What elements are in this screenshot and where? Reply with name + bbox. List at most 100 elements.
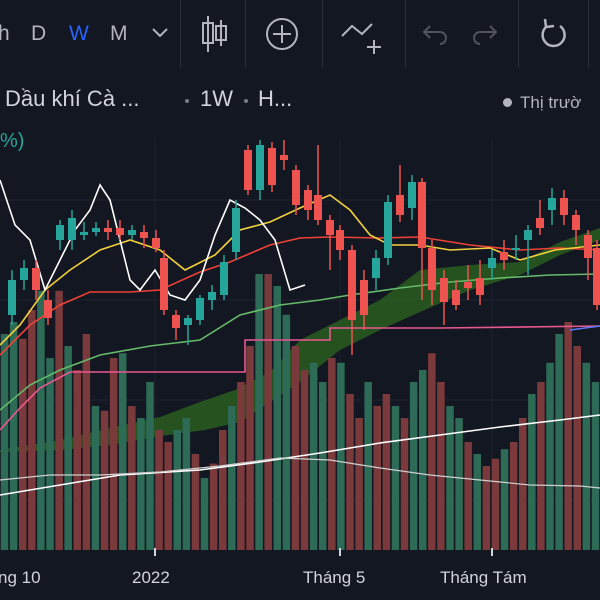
- toolbar-divider: [588, 0, 589, 68]
- candle-body: [488, 258, 496, 268]
- candle-body: [418, 182, 426, 248]
- candle-body: [232, 208, 240, 252]
- candle-body: [336, 230, 344, 250]
- add-indicator-icon[interactable]: [264, 14, 300, 54]
- axis-label-2022: 2022: [132, 568, 170, 587]
- volume-bar: [318, 382, 327, 550]
- volume-bar: [264, 274, 272, 550]
- toolbar-divider: [405, 0, 406, 68]
- volume-bar: [528, 394, 536, 550]
- volume-bar: [509, 442, 518, 550]
- axis-label-oct: ng 10: [0, 568, 41, 587]
- market-status-icon: [503, 98, 512, 107]
- volume-bar: [100, 410, 109, 550]
- volume-bar: [273, 286, 282, 550]
- symbol-interval[interactable]: 1W: [200, 86, 233, 111]
- candle-body: [256, 145, 264, 190]
- line-yellow: [0, 194, 600, 346]
- candle-body: [314, 195, 322, 220]
- candle-body: [160, 258, 168, 310]
- volume-bar: [155, 430, 163, 550]
- line-gray: [0, 457, 600, 489]
- volume-bar: [437, 382, 445, 550]
- candle-body: [184, 318, 192, 325]
- candle-body: [280, 155, 288, 160]
- volume-bar: [491, 458, 500, 550]
- candle-body: [593, 248, 600, 305]
- time-axis[interactable]: [0, 560, 600, 600]
- volume-bar: [591, 382, 600, 550]
- volume-bar: [428, 353, 436, 550]
- symbol-name[interactable]: Dầu khí Cà ...: [5, 86, 140, 111]
- interval-week[interactable]: W: [69, 22, 89, 45]
- volume-bar: [355, 418, 363, 550]
- toolbar-divider: [322, 0, 323, 68]
- candle-body: [372, 258, 380, 278]
- market-status[interactable]: Thị trườ: [520, 93, 582, 112]
- candle-body: [140, 232, 148, 238]
- volume-bar: [455, 418, 463, 550]
- volume-bar: [555, 334, 563, 550]
- volume-bar: [46, 358, 54, 550]
- candle-body: [196, 298, 204, 320]
- line-pink: [0, 325, 600, 431]
- volume-bar: [73, 370, 82, 550]
- volume-bar: [473, 454, 482, 550]
- candle-body: [68, 218, 76, 240]
- volume-bar: [337, 362, 345, 550]
- interval-hour[interactable]: h: [0, 22, 10, 45]
- volume-bar: [282, 314, 291, 550]
- volume-bar: [418, 370, 427, 550]
- volume-bar: [582, 362, 591, 550]
- candle-body: [348, 250, 356, 320]
- volume-bar: [564, 322, 572, 550]
- volume-bar: [537, 382, 545, 550]
- volume-bar: [0, 334, 9, 550]
- candles-icon[interactable]: [198, 14, 230, 54]
- chevron-down-icon[interactable]: [150, 26, 170, 40]
- redo-icon[interactable]: [470, 14, 500, 54]
- candle-body: [244, 150, 252, 190]
- volume-bar: [400, 418, 409, 550]
- candle-body: [8, 280, 16, 315]
- volume-bar: [246, 346, 254, 550]
- volume-bar: [218, 430, 227, 550]
- candle-body: [440, 278, 448, 302]
- compare-symbol-icon[interactable]: [340, 14, 386, 56]
- symbol-exchange[interactable]: H...: [258, 86, 293, 111]
- candle-body: [512, 248, 520, 250]
- volume-bar: [18, 338, 27, 550]
- candle-body: [396, 195, 404, 215]
- volume-bar: [82, 334, 91, 550]
- candle-body: [44, 300, 52, 318]
- volume-bar: [37, 290, 45, 550]
- candle-body: [572, 215, 580, 230]
- price-chart[interactable]: [0, 140, 600, 560]
- undo-icon[interactable]: [420, 14, 450, 54]
- volume-bar: [409, 382, 418, 550]
- interval-day[interactable]: D: [31, 22, 47, 45]
- volume-bar: [482, 466, 491, 550]
- candle-body: [500, 252, 508, 260]
- volume-bar: [55, 290, 63, 550]
- volume-bar: [309, 362, 318, 550]
- line-white-ma: [0, 414, 600, 496]
- volume-bar: [137, 418, 145, 550]
- volume-bar: [546, 362, 554, 550]
- volume-bar: [91, 406, 100, 550]
- volume-bar: [182, 418, 191, 550]
- volume-bar: [300, 370, 309, 550]
- toolbar-divider: [518, 0, 519, 68]
- candle-body: [548, 198, 556, 210]
- candle-body: [208, 292, 216, 300]
- candle-body: [292, 170, 300, 205]
- reload-icon[interactable]: [536, 14, 570, 54]
- interval-month[interactable]: M: [110, 22, 128, 45]
- candle-body: [476, 278, 484, 295]
- axis-label-aug: Tháng Tám: [440, 568, 527, 587]
- candle-body: [408, 182, 416, 208]
- volume-bar: [228, 406, 236, 550]
- volume-bar: [237, 382, 245, 550]
- candle-body: [584, 235, 592, 258]
- candle-body: [524, 230, 532, 240]
